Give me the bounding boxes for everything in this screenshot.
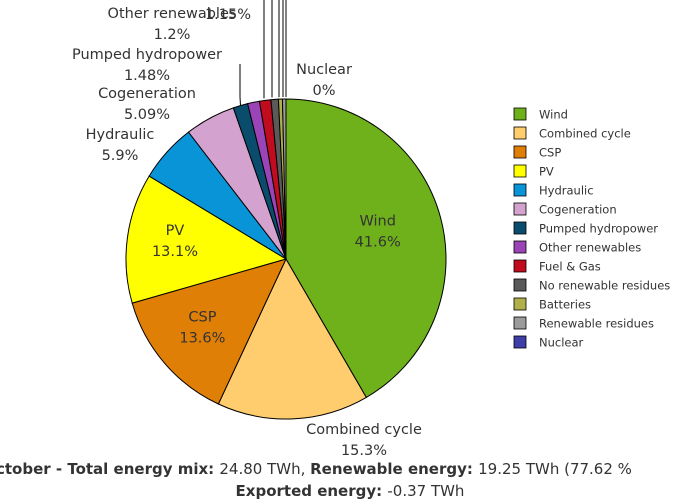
legend-swatch bbox=[513, 202, 527, 216]
legend-swatch bbox=[513, 316, 527, 330]
legend-swatch bbox=[513, 240, 527, 254]
slice-value-wind: 41.6% bbox=[355, 234, 401, 250]
legend-swatch bbox=[513, 126, 527, 140]
legend: Wind Combined cycle CSP PV Hydraulic Cogenera… bbox=[513, 107, 670, 350]
label-leader-lines bbox=[239, 0, 287, 106]
chart-footer: ctober - Total energy mix: 24.80 TWh, Re… bbox=[0, 460, 632, 500]
slice-label-pv: PV bbox=[166, 223, 185, 239]
legend-item-hydraulic: Hydraulic bbox=[513, 183, 594, 198]
slice-combined-cycle bbox=[217, 257, 367, 420]
legend-swatch bbox=[513, 183, 527, 197]
slice-renewable-residues bbox=[281, 98, 287, 260]
legend-item-renewable-residues: Renewable residues bbox=[513, 316, 654, 331]
legend-swatch bbox=[513, 164, 527, 178]
slice-value-nuclear: 0% bbox=[312, 83, 335, 99]
slice-labels: Wind 41.6% Combined cycle 15.3% CSP 13.6% PV 13… bbox=[72, 0, 422, 459]
slice-label-cogeneration: Cogeneration bbox=[98, 86, 196, 102]
legend-label: CSP bbox=[539, 146, 561, 160]
leader-pumped-hydropower bbox=[239, 64, 241, 106]
pie-slices bbox=[125, 98, 447, 420]
slice-label-combined-cycle: Combined cycle bbox=[306, 422, 422, 438]
legend-label: No renewable residues bbox=[539, 279, 670, 293]
slice-wind bbox=[285, 98, 447, 399]
slice-csp bbox=[131, 258, 287, 405]
legend-item-pv: PV bbox=[513, 164, 554, 179]
slice-label-other-renewables: Other renewables bbox=[108, 6, 237, 22]
legend-swatch bbox=[513, 107, 527, 121]
slice-label-pumped-hydropower: Pumped hydropower bbox=[72, 47, 222, 63]
slice-value-pumped-hydropower: 1.48% bbox=[124, 68, 170, 84]
slice-label-csp: CSP bbox=[188, 309, 216, 325]
legend-label: Wind bbox=[539, 108, 568, 122]
legend-item-batteries: Batteries bbox=[513, 297, 591, 312]
legend-item-cogeneration: Cogeneration bbox=[513, 202, 617, 217]
legend-swatch bbox=[513, 297, 527, 311]
footer-line-exported: Exported energy: -0.37 TWh bbox=[236, 482, 465, 500]
legend-item-combined-cycle: Combined cycle bbox=[513, 126, 631, 141]
slice-label-wind: Wind bbox=[359, 213, 395, 229]
legend-label: Hydraulic bbox=[539, 184, 594, 198]
legend-label: Cogeneration bbox=[539, 203, 617, 217]
slice-label-hydraulic: Hydraulic bbox=[86, 127, 155, 143]
legend-label: Pumped hydropower bbox=[539, 222, 658, 236]
legend-swatch bbox=[513, 259, 527, 273]
legend-swatch bbox=[513, 145, 527, 159]
legend-label: PV bbox=[539, 165, 554, 179]
legend-label: Renewable residues bbox=[539, 317, 654, 331]
legend-label: Fuel & Gas bbox=[539, 260, 601, 274]
slice-label-fuel-and-gas: Fuel & Gas bbox=[189, 0, 267, 2]
legend-item-pumped-hydropower: Pumped hydropower bbox=[513, 221, 658, 236]
legend-item-nuclear: Nuclear bbox=[513, 335, 584, 350]
slice-pv bbox=[125, 175, 288, 304]
legend-swatch bbox=[513, 221, 527, 235]
slice-value-pv: 13.1% bbox=[152, 244, 198, 260]
legend-label: Nuclear bbox=[539, 336, 584, 350]
legend-label: Batteries bbox=[539, 298, 591, 312]
legend-item-wind: Wind bbox=[513, 107, 568, 122]
legend-swatch bbox=[513, 335, 527, 349]
slice-value-combined-cycle: 15.3% bbox=[341, 443, 387, 459]
legend-label: Other renewables bbox=[539, 241, 641, 255]
slice-value-cogeneration: 5.09% bbox=[124, 107, 170, 123]
legend-item-no-renewable-residues: No renewable residues bbox=[513, 278, 670, 293]
footer-line-totals: ctober - Total energy mix: 24.80 TWh, Re… bbox=[0, 460, 632, 478]
legend-swatch bbox=[513, 278, 527, 292]
legend-item-csp: CSP bbox=[513, 145, 561, 160]
legend-label: Combined cycle bbox=[539, 127, 631, 141]
slice-value-fuel-and-gas: 1.15% bbox=[205, 7, 251, 23]
slice-value-csp: 13.6% bbox=[179, 330, 225, 346]
legend-item-other-renewables: Other renewables bbox=[513, 240, 641, 255]
slice-label-nuclear: Nuclear bbox=[296, 62, 352, 78]
legend-item-fuel-and-gas: Fuel & Gas bbox=[513, 259, 601, 274]
slice-value-other-renewables: 1.2% bbox=[154, 27, 191, 43]
slice-value-hydraulic: 5.9% bbox=[102, 148, 139, 164]
